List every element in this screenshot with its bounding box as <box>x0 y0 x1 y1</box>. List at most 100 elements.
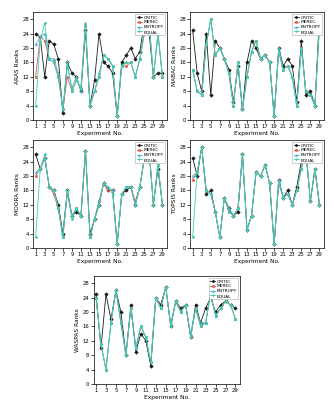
ENTROPY <box>144 335 148 340</box>
ENTROPY <box>149 360 153 365</box>
EQUAL <box>236 206 240 211</box>
EQUAL <box>308 92 312 97</box>
CRITIC <box>249 213 254 218</box>
CRITIC <box>169 324 173 329</box>
ENTROPY <box>134 346 138 350</box>
CRITIC <box>160 71 164 76</box>
Y-axis label: TOPSIS Ranks: TOPSIS Ranks <box>172 174 177 214</box>
CRITIC <box>151 74 155 79</box>
ENTROPY <box>97 199 101 204</box>
Legend: CRITIC, MEREC, ENTROPY, EQUAL: CRITIC, MEREC, ENTROPY, EQUAL <box>292 14 322 35</box>
ENTROPY <box>199 320 203 325</box>
MEREC <box>129 306 133 311</box>
CRITIC <box>277 46 281 50</box>
ENTROPY <box>115 114 119 119</box>
ENTROPY <box>304 89 308 94</box>
CRITIC <box>129 302 133 307</box>
EQUAL <box>228 302 232 307</box>
CRITIC <box>159 302 163 307</box>
MEREC <box>286 192 290 196</box>
Legend: CRITIC, MEREC, ENTROPY, EQUAL: CRITIC, MEREC, ENTROPY, EQUAL <box>135 142 165 163</box>
MEREC <box>281 195 285 200</box>
EQUAL <box>99 342 103 347</box>
EQUAL <box>223 299 227 304</box>
EQUAL <box>263 53 267 58</box>
EQUAL <box>194 306 198 311</box>
CRITIC <box>52 188 56 193</box>
EQUAL <box>79 213 83 218</box>
ENTROPY <box>204 42 208 47</box>
EQUAL <box>114 288 118 293</box>
MEREC <box>124 184 128 189</box>
MEREC <box>200 92 204 97</box>
ENTROPY <box>93 217 97 222</box>
EQUAL <box>204 320 208 325</box>
ENTROPY <box>313 103 317 108</box>
ENTROPY <box>259 56 263 61</box>
ENTROPY <box>195 170 199 175</box>
MEREC <box>43 38 47 43</box>
Line: EQUAL: EQUAL <box>34 18 164 118</box>
EQUAL <box>295 188 299 193</box>
EQUAL <box>52 188 56 193</box>
MEREC <box>102 53 106 58</box>
CRITIC <box>290 202 294 207</box>
CRITIC <box>102 60 106 65</box>
MEREC <box>160 202 164 207</box>
MEREC <box>194 306 198 311</box>
MEREC <box>209 292 213 296</box>
MEREC <box>52 60 56 65</box>
MEREC <box>254 170 258 175</box>
ENTROPY <box>249 49 254 54</box>
CRITIC <box>47 184 51 189</box>
CRITIC <box>223 299 227 304</box>
ENTROPY <box>254 170 258 175</box>
MEREC <box>94 295 98 300</box>
ENTROPY <box>286 192 290 196</box>
CRITIC <box>199 320 203 325</box>
ENTROPY <box>74 206 78 211</box>
ENTROPY <box>164 284 168 289</box>
MEREC <box>222 56 226 61</box>
MEREC <box>200 145 204 150</box>
EQUAL <box>295 103 299 108</box>
ENTROPY <box>209 292 213 296</box>
EQUAL <box>84 148 88 153</box>
ENTROPY <box>213 53 217 58</box>
MEREC <box>263 163 267 168</box>
EQUAL <box>102 53 106 58</box>
CRITIC <box>209 188 213 193</box>
ENTROPY <box>240 107 244 112</box>
CRITIC <box>133 56 137 61</box>
MEREC <box>70 89 74 94</box>
ENTROPY <box>263 163 267 168</box>
ENTROPY <box>47 56 51 61</box>
CRITIC <box>281 195 285 200</box>
ENTROPY <box>272 114 276 119</box>
CRITIC <box>236 64 240 68</box>
EQUAL <box>195 89 199 94</box>
ENTROPY <box>233 317 237 322</box>
ENTROPY <box>154 295 158 300</box>
MEREC <box>191 177 195 182</box>
CRITIC <box>222 56 226 61</box>
EQUAL <box>204 42 208 47</box>
EQUAL <box>38 166 42 171</box>
CRITIC <box>104 292 108 296</box>
EQUAL <box>174 299 178 304</box>
EQUAL <box>184 302 188 307</box>
CRITIC <box>160 202 164 207</box>
EQUAL <box>286 64 290 68</box>
MEREC <box>124 64 128 68</box>
EQUAL <box>286 192 290 196</box>
MEREC <box>65 74 69 79</box>
ENTROPY <box>129 184 133 189</box>
CRITIC <box>191 28 195 32</box>
CRITIC <box>56 56 60 61</box>
CRITIC <box>154 295 158 300</box>
MEREC <box>106 56 110 61</box>
ENTROPY <box>138 56 142 61</box>
ENTROPY <box>200 145 204 150</box>
ENTROPY <box>240 152 244 157</box>
ENTROPY <box>147 17 151 22</box>
